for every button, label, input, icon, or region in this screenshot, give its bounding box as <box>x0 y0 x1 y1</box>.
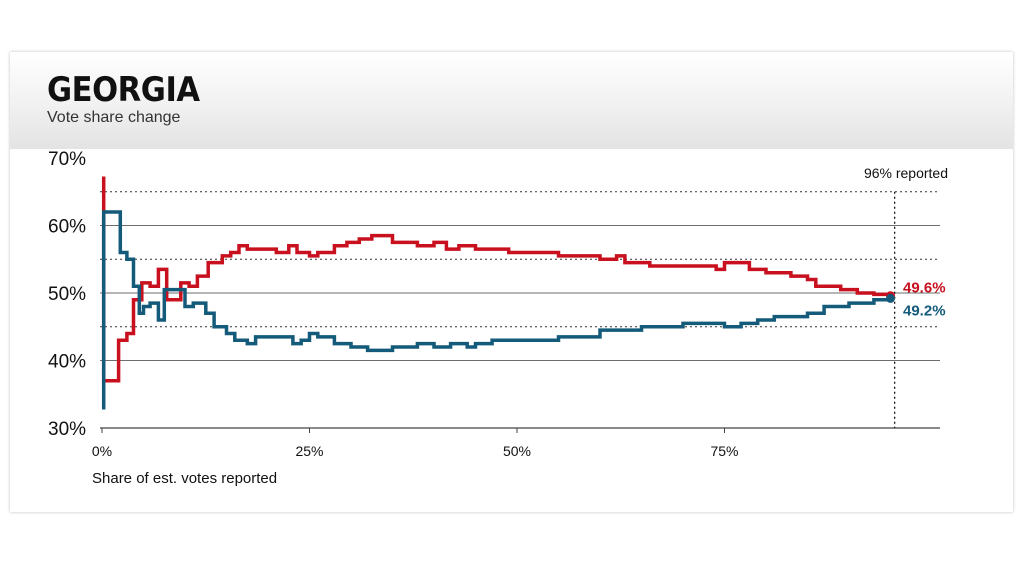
x-axis-ticks: 0% 25% 50% 75% <box>92 428 739 459</box>
chart-card: GEORGIA Vote share change <box>10 52 1013 512</box>
y-axis-ticks: 30% 40% 50% 60% 70% <box>48 149 86 440</box>
chart-header: GEORGIA Vote share change <box>10 52 1013 149</box>
x-axis-label: Share of est. votes reported <box>92 470 277 487</box>
x-tick-label-25: 25% <box>295 443 323 459</box>
reported-annotation: 96% reported <box>864 165 948 428</box>
series-line-2 <box>101 210 893 410</box>
y-tick-label-60: 60% <box>48 217 86 238</box>
series-end-marker-2 <box>886 293 895 303</box>
x-tick-label-75: 75% <box>710 443 738 459</box>
series-end-label-1: 49.6% <box>903 280 946 297</box>
y-tick-label-40: 40% <box>48 352 86 373</box>
y-tick-label-30: 30% <box>48 419 86 440</box>
chart-subtitle: Vote share change <box>47 109 181 126</box>
y-tick-label-70: 70% <box>48 149 86 170</box>
series-lines: 49.6% 49.2% <box>101 176 946 410</box>
y-tick-label-50: 50% <box>48 284 86 305</box>
chart-title: GEORGIA <box>47 70 200 110</box>
series-end-label-2: 49.2% <box>903 302 946 319</box>
gridlines <box>100 191 940 429</box>
x-tick-label-50: 50% <box>503 443 531 459</box>
series-line-1 <box>101 176 893 383</box>
reported-annotation-label: 96% reported <box>864 165 948 181</box>
x-tick-label-0: 0% <box>92 443 112 459</box>
